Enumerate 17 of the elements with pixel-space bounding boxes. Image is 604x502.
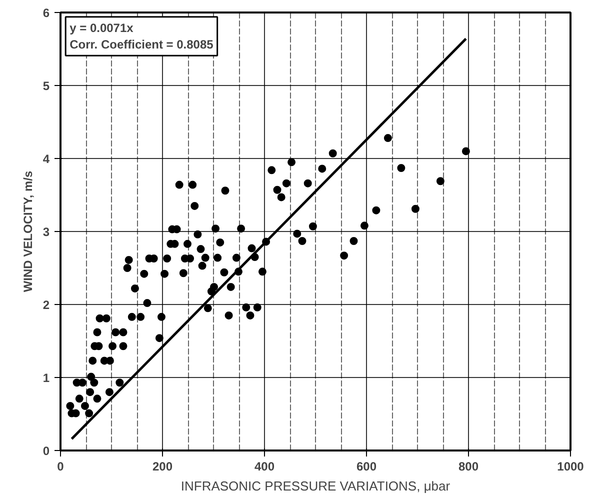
x-tick-label: 200 <box>152 460 173 474</box>
x-tick-label: 800 <box>458 460 479 474</box>
x-axis-title: INFRASONIC PRESSURE VARIATIONS, μbar <box>180 478 451 494</box>
annotation: Corr. Coefficient = 0.8085 <box>70 38 214 52</box>
y-axis-title: WIND VELOCITY, m/s <box>20 170 35 292</box>
y-tick-label: 6 <box>42 6 50 20</box>
y-tick-label: 0 <box>42 444 50 458</box>
x-tick-label: 400 <box>254 460 275 474</box>
x-tick-label: 0 <box>57 460 64 474</box>
x-tick-label: 600 <box>356 460 377 474</box>
y-tick-label: 2 <box>42 298 50 312</box>
y-tick-label: 3 <box>42 225 50 239</box>
y-tick-label: 1 <box>42 371 50 385</box>
x-tick-label: 1000 <box>557 460 584 474</box>
annotation: y = 0.0071x <box>70 20 134 35</box>
y-tick-label: 5 <box>42 79 50 93</box>
y-tick-label: 4 <box>42 152 50 166</box>
